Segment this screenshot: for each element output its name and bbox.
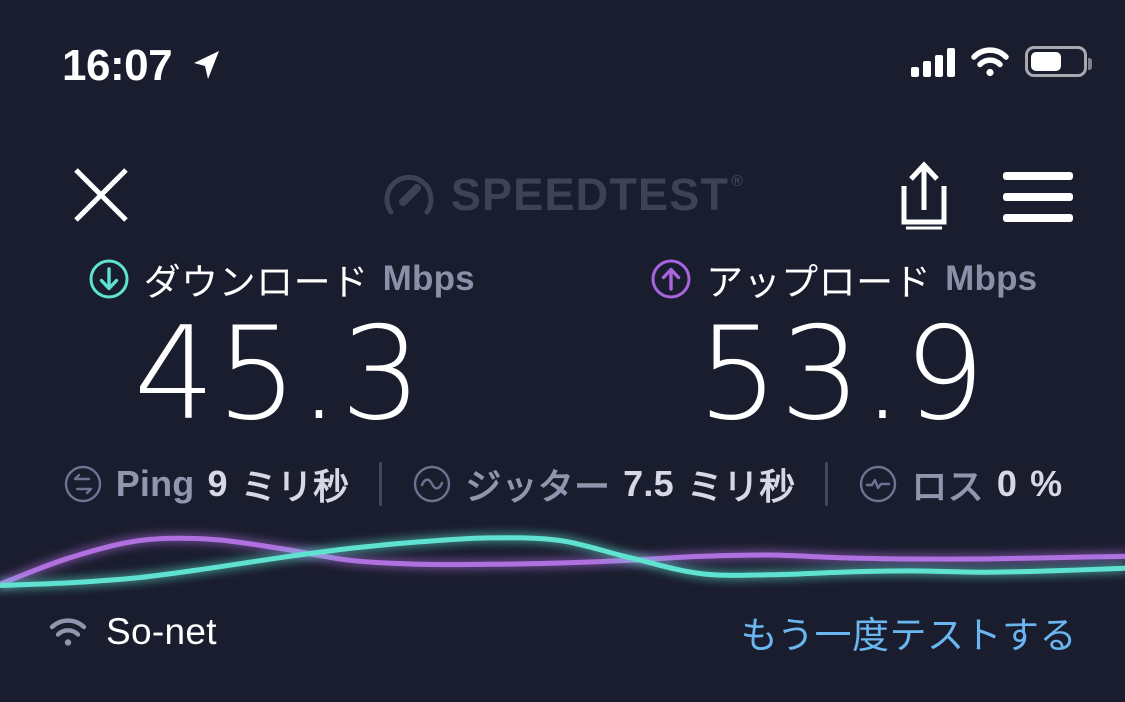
stat-ping-unit: ミリ秒 (240, 466, 350, 507)
upload-curve (0, 535, 1125, 587)
isp-info: So-net (48, 611, 217, 653)
download-curve (0, 535, 1125, 588)
download-label: ダウンロード (143, 262, 369, 303)
app-header: SPEEDTEST ® (0, 148, 1125, 248)
stat-jitter: ジッター 7.5 ミリ秒 (412, 458, 795, 510)
status-bar-time: 16:07 (62, 41, 173, 90)
download-result: ダウンロード Mbps 45.3 (0, 252, 563, 442)
upload-label: アップロード (706, 262, 932, 303)
download-unit: Mbps (382, 259, 475, 298)
graph-svg (0, 535, 1125, 588)
stats-divider (379, 462, 383, 506)
download-arrow-icon (89, 259, 129, 299)
close-icon[interactable] (66, 160, 136, 230)
upload-result: アップロード Mbps 53.9 (563, 252, 1125, 442)
stat-ping-value: 9 (207, 463, 228, 504)
retest-link[interactable]: もう一度テストする (740, 615, 1077, 656)
speed-history-graph (0, 518, 1125, 608)
jitter-icon (414, 465, 451, 503)
share-icon[interactable] (891, 160, 957, 232)
stats-divider (825, 462, 829, 506)
menu-line (1003, 214, 1073, 222)
menu-line (1003, 193, 1073, 201)
brand-name-text: SPEEDTEST (450, 168, 730, 220)
stat-jitter-unit: ミリ秒 (686, 466, 796, 507)
status-bar-indicators (911, 46, 1092, 77)
battery-icon (1025, 46, 1092, 77)
wifi-icon (971, 46, 1009, 76)
ping-icon (64, 465, 101, 503)
result-footer: So-net もう一度テストする (0, 596, 1125, 668)
download-value: 45.3 (133, 300, 423, 449)
stat-jitter-label: ジッター (465, 466, 611, 507)
hamburger-menu-icon[interactable] (1003, 172, 1073, 222)
stat-loss-unit: % (1030, 463, 1063, 504)
isp-name: So-net (106, 611, 217, 652)
speed-results: ダウンロード Mbps 45.3 アップロード Mbps 53.9 (0, 252, 1125, 442)
wifi-icon (49, 618, 87, 646)
connection-stats: Ping 9 ミリ秒 ジッター 7.5 ミリ秒 ロス 0 % (0, 452, 1125, 516)
brand-trademark: ® (731, 172, 745, 190)
download-header: ダウンロード Mbps (88, 252, 475, 306)
stat-jitter-value: 7.5 (623, 463, 674, 504)
upload-header: アップロード Mbps (650, 252, 1037, 306)
stat-ping: Ping 9 ミリ秒 (63, 458, 350, 510)
upload-unit: Mbps (945, 259, 1038, 298)
speedtest-gauge-icon (384, 174, 434, 215)
loss-icon (860, 465, 897, 503)
upload-value: 53.9 (697, 300, 987, 449)
stat-ping-label: Ping (115, 463, 195, 504)
stat-loss-label: ロス (911, 466, 984, 507)
stat-loss-value: 0 (996, 463, 1018, 504)
stat-loss: ロス 0 % (858, 458, 1062, 510)
status-bar: 16:07 (0, 0, 1125, 122)
menu-line (1003, 172, 1073, 180)
brand-name: SPEEDTEST ® (450, 168, 745, 220)
cellular-signal-icon (911, 47, 955, 77)
upload-arrow-icon (651, 259, 691, 299)
location-arrow-icon (194, 51, 219, 79)
brand-logo: SPEEDTEST ® (0, 164, 1125, 224)
